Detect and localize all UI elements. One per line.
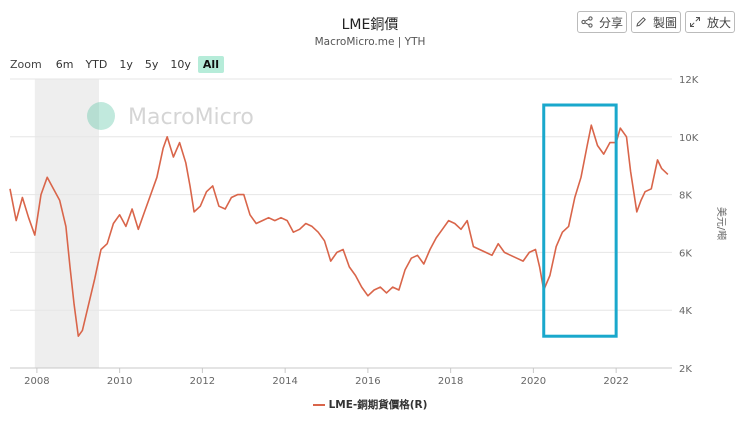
- x-tick-label: 2008: [24, 376, 49, 387]
- share-button[interactable]: 分享: [577, 11, 627, 33]
- x-tick-label: 2010: [107, 376, 132, 387]
- y-tick-label: 12K: [679, 75, 699, 86]
- x-tick-label: 2018: [438, 376, 463, 387]
- y-tick-label: 4K: [679, 306, 692, 317]
- chart-subtitle: MacroMicro.me | YTH: [314, 36, 426, 48]
- enlarge-label: 放大: [706, 15, 731, 30]
- draw-button[interactable]: 製圖: [631, 11, 681, 33]
- x-tick-label: 2022: [603, 376, 628, 387]
- enlarge-button[interactable]: 放大: [685, 11, 735, 33]
- watermark-icon: [87, 102, 115, 130]
- zoom-ytd-button[interactable]: YTD: [85, 57, 108, 71]
- legend[interactable]: LME-銅期貨價格(R): [0, 397, 740, 412]
- zoom-1y-button[interactable]: 1y: [119, 57, 133, 71]
- y-tick-label: 6K: [679, 248, 692, 259]
- recession-band: [34, 79, 99, 368]
- x-tick-label: 2020: [521, 376, 546, 387]
- zoom-6m-button[interactable]: 6m: [55, 57, 74, 71]
- zoom-label: Zoom: [10, 57, 42, 71]
- y-tick-label: 10K: [679, 133, 699, 144]
- zoom-selector: Zoom 6m YTD 1y 5y 10y All: [10, 55, 226, 73]
- share-label: 分享: [598, 15, 623, 30]
- watermark-logo: MacroMicro: [87, 102, 254, 130]
- expand-icon: [689, 16, 701, 28]
- y-tick-label: 8K: [679, 191, 692, 202]
- chart-title: LME銅價: [341, 17, 399, 33]
- x-tick-label: 2012: [190, 376, 215, 387]
- zoom-all-button[interactable]: All: [197, 55, 224, 73]
- y-axis-title: 美元/噸: [715, 207, 728, 240]
- x-tick-label: 2016: [355, 376, 380, 387]
- draw-label: 製圖: [652, 15, 677, 30]
- pencil-icon: [635, 16, 647, 28]
- series-line-copper-price: [9, 124, 669, 337]
- x-tick-label: 2014: [272, 376, 297, 387]
- highlight-box: [542, 103, 618, 338]
- y-tick-label: 2K: [679, 364, 692, 375]
- share-icon: [581, 16, 593, 28]
- zoom-10y-button[interactable]: 10y: [170, 57, 191, 71]
- legend-swatch: [312, 403, 325, 406]
- zoom-5y-button[interactable]: 5y: [144, 57, 159, 71]
- legend-label: LME-銅期貨價格(R): [328, 399, 428, 411]
- watermark-text: MacroMicro: [128, 105, 254, 130]
